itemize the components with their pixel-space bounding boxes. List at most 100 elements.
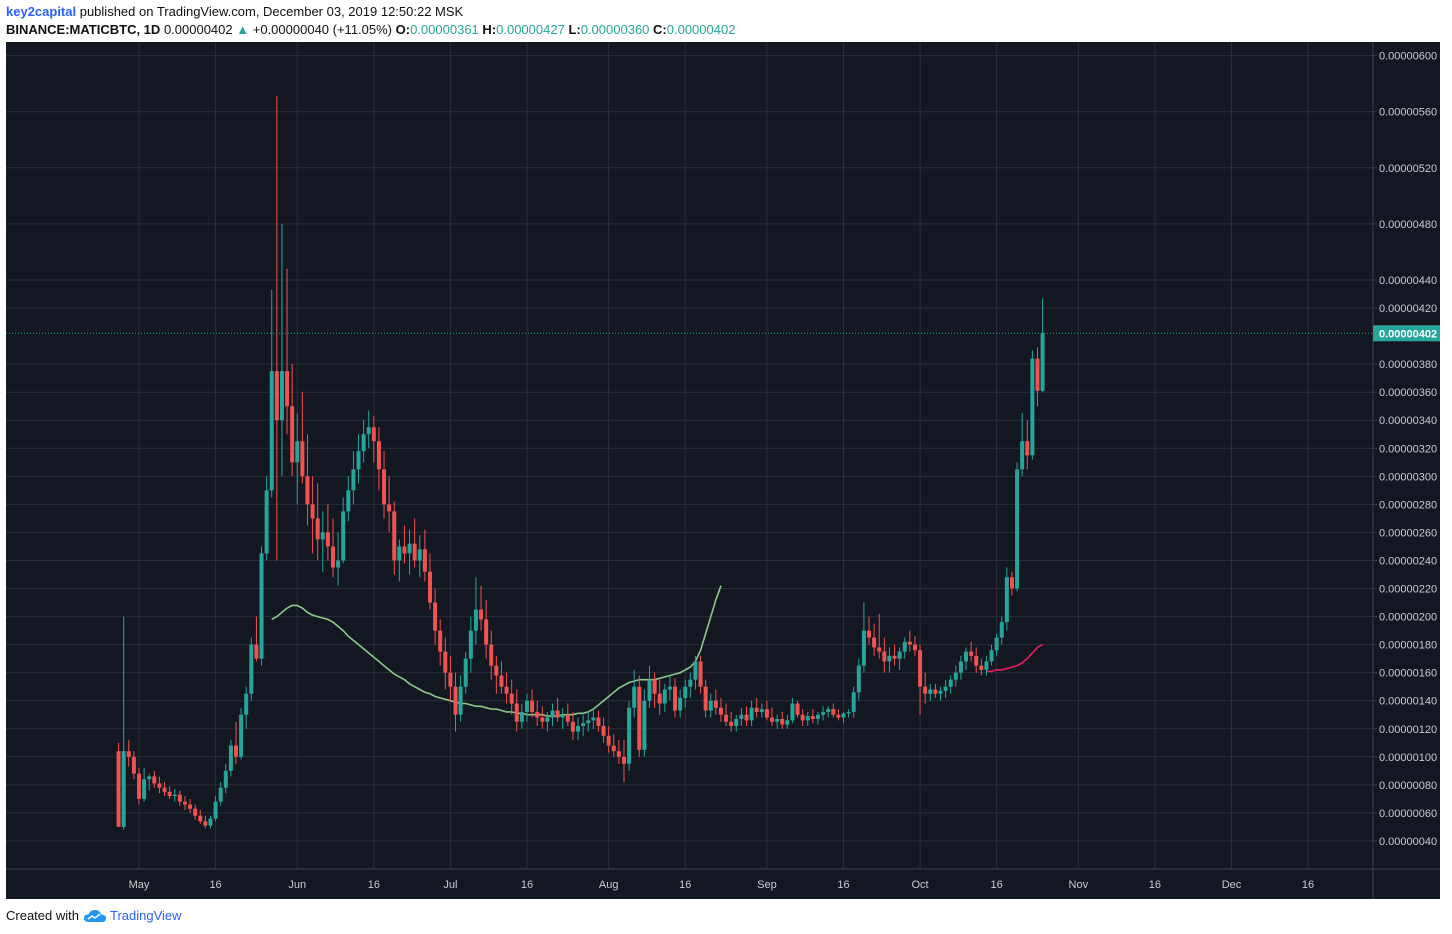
y-tick-label: 0.00000420	[1379, 303, 1437, 315]
candle-body	[162, 787, 167, 792]
candle	[667, 675, 672, 701]
candle-body	[290, 406, 295, 463]
candle	[361, 420, 366, 463]
candle	[662, 683, 667, 712]
candle	[1040, 298, 1045, 393]
last-price-tag: 0.00000402	[1373, 325, 1440, 342]
candle	[279, 223, 284, 477]
candle	[397, 539, 402, 582]
candle-body	[958, 661, 963, 673]
candle-body	[744, 714, 749, 721]
candle-body	[948, 679, 953, 687]
price-axis[interactable]: 0.00000600 0.00000560 0.00000520 0.00000480…	[1373, 51, 1437, 848]
time-axis[interactable]: May 16 Jun 16 Jul 16 Aug 16 Sep 16 Oct 16 Nov 16 Dec 16	[129, 879, 1315, 891]
candle-body	[167, 791, 172, 797]
candle-body	[657, 693, 662, 704]
candle-body	[662, 689, 667, 704]
candle	[923, 672, 928, 704]
candle-body	[325, 532, 330, 547]
candle	[351, 451, 356, 505]
candle-body	[519, 711, 524, 722]
candle-body	[300, 441, 305, 477]
candle-body	[856, 665, 861, 693]
candle-body	[713, 700, 718, 708]
candle-body	[254, 644, 259, 659]
candle	[336, 532, 341, 586]
candle-body	[392, 511, 397, 561]
candle	[315, 483, 320, 561]
candle	[208, 815, 213, 829]
candle-body	[815, 714, 820, 719]
candle-body	[1025, 441, 1030, 456]
price-chart[interactable]: 0.00000600 0.00000560 0.00000520 0.00000480…	[6, 42, 1440, 899]
candle	[887, 647, 892, 673]
candle	[739, 707, 744, 726]
candle	[688, 672, 693, 698]
candle	[683, 679, 688, 708]
high-value: 0.00000427	[496, 22, 565, 37]
y-tick-label: 0.00000080	[1379, 780, 1437, 792]
candle	[1035, 347, 1040, 407]
candle-body	[1009, 577, 1014, 589]
candle	[928, 683, 933, 701]
x-tick-label: Aug	[599, 879, 619, 891]
candle	[152, 770, 157, 788]
x-tick-label: Jun	[288, 879, 306, 891]
candle-body	[366, 427, 371, 435]
y-tick-label: 0.00000340	[1379, 415, 1437, 427]
candle-body	[560, 714, 565, 718]
candle-body	[800, 714, 805, 721]
candle	[708, 693, 713, 718]
candle	[713, 689, 718, 715]
open-value: 0.00000361	[410, 22, 479, 37]
candle	[366, 410, 371, 449]
candle	[147, 773, 152, 791]
candle-body	[371, 427, 376, 442]
candle	[167, 786, 172, 799]
candle-body	[708, 700, 713, 711]
candle-body	[831, 709, 836, 715]
candle	[994, 633, 999, 656]
candle-body	[223, 770, 228, 788]
author-link[interactable]: key2capital	[6, 4, 77, 19]
candle-body	[535, 711, 540, 718]
close-value: 0.00000402	[666, 22, 736, 37]
tradingview-link[interactable]: TradingView	[109, 908, 182, 923]
candle	[540, 706, 545, 729]
candle	[897, 647, 902, 670]
y-tick-label: 0.00000140	[1379, 696, 1437, 708]
candle	[142, 768, 147, 802]
candle-body	[269, 371, 274, 491]
candle	[519, 703, 524, 729]
candle	[984, 655, 989, 676]
candle	[126, 739, 131, 767]
candle-body	[586, 720, 591, 724]
candle-body	[387, 504, 392, 512]
candle	[586, 711, 591, 732]
candle-body	[907, 641, 912, 645]
candle	[259, 546, 264, 666]
candle	[346, 476, 351, 522]
symbol-label: BINANCE:MATICBTC, 1D	[6, 22, 161, 37]
candle-body	[131, 756, 136, 774]
candle	[387, 476, 392, 533]
candle-body	[810, 716, 815, 719]
candle-body	[524, 700, 529, 712]
candle	[172, 789, 177, 802]
y-tick-label: 0.00000380	[1379, 359, 1437, 371]
candle	[693, 655, 698, 690]
candle-body	[121, 751, 126, 827]
candle-body	[239, 714, 244, 757]
y-tick-label: 0.00000360	[1379, 387, 1437, 399]
candle	[274, 96, 279, 561]
candle-body	[218, 787, 223, 802]
candle-body	[621, 756, 626, 764]
candle-body	[147, 776, 152, 780]
candle	[795, 700, 800, 718]
candle-body	[376, 441, 381, 470]
candle	[555, 697, 560, 722]
candle-body	[305, 476, 310, 505]
candle	[453, 672, 458, 732]
x-tick-label: 16	[521, 879, 533, 891]
candle	[402, 525, 407, 564]
